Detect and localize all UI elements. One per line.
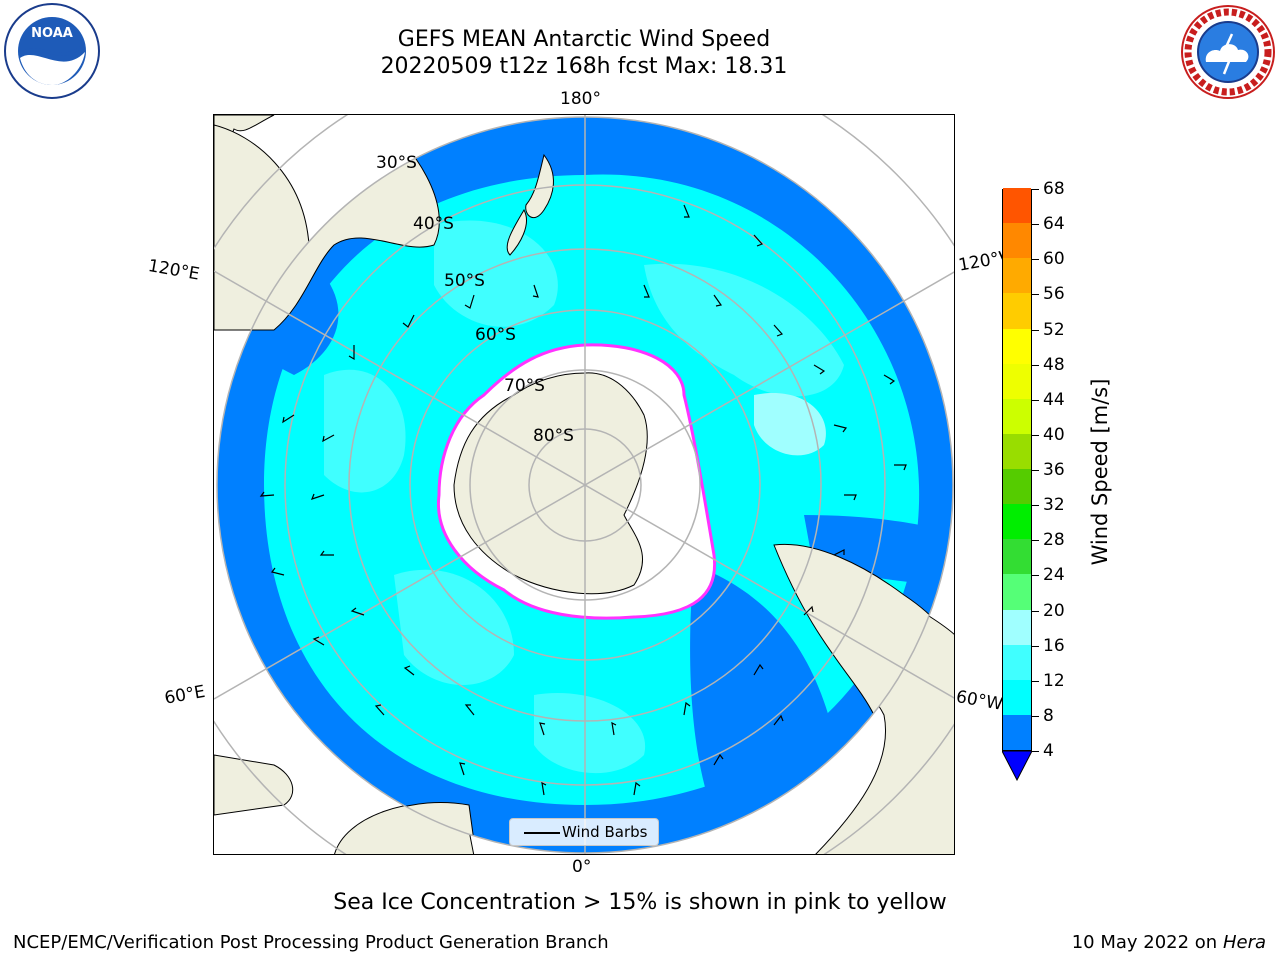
footer-note: Sea Ice Concentration > 15% is shown in … [333,890,947,915]
lat-label-70s: 70°S [504,376,545,396]
colorbar-tick-label: 40 [1043,424,1065,445]
colorbar-tick-label: 60 [1043,249,1065,270]
colorbar-tick-label: 24 [1043,565,1065,586]
colorbar-segment [1003,398,1031,434]
colorbar-segment [1003,609,1031,645]
colorbar-segment [1003,292,1031,329]
wind-barbs [259,204,907,796]
antarctic-map [214,115,954,854]
colorbar-tick-label: 8 [1043,705,1054,726]
colorbar-tick-label: 12 [1043,670,1065,691]
colorbar-tick-label: 16 [1043,635,1065,656]
colorbar-segment [1003,433,1031,469]
colorbar-tick [1031,329,1039,331]
lon-label-60w: 60°W [954,687,1005,715]
lon-label-120e: 120°E [146,256,201,285]
legend-swatch [524,832,560,834]
colorbar-segment [1003,538,1031,575]
colorbar-tick-label: 64 [1043,214,1065,235]
colorbar-segment [1003,363,1031,399]
colorbar-tick [1031,364,1039,366]
machine-name: Hera [1222,932,1266,953]
colorbar-tick-label: 28 [1043,530,1065,551]
colorbar-tick [1031,540,1039,542]
colorbar-tick [1031,224,1039,226]
colorbar-tick [1031,751,1039,752]
colorbar-tick [1031,505,1039,507]
noaa-logo-icon: NOAA [4,3,100,99]
colorbar-extend-arrow [1002,751,1032,781]
colorbar-tick [1031,399,1039,401]
colorbar-tick-label: 48 [1043,354,1065,375]
colorbar-tick-label: 52 [1043,319,1065,340]
lat-label-40s: 40°S [413,214,454,234]
lat-label-30s: 30°S [376,153,417,173]
colorbar-tick-label: 68 [1043,179,1065,199]
chart-title: GEFS MEAN Antarctic Wind Speed [397,27,771,52]
date-value: 10 May 2022 on [1071,932,1218,953]
date-text: 10 May 2022 on Hera [1072,932,1266,953]
colorbar-tick [1031,259,1039,261]
colorbar-tick-label: 56 [1043,284,1065,305]
colorbar-tick [1031,470,1039,471]
colorbar-segment [1003,573,1031,610]
colorbar-tick-label: 32 [1043,495,1065,516]
colorbar-tick [1031,434,1039,436]
chart-subtitle: 20220509 t12z 168h fcst Max: 18.31 [380,54,788,79]
colorbar-segment [1003,222,1031,259]
lon-label-60e: 60°E [163,681,207,709]
svg-text:NOAA: NOAA [31,26,73,41]
colorbar-tick-label: 4 [1043,741,1054,761]
credit-text: NCEP/EMC/Verification Post Processing Pr… [13,932,609,953]
nws-logo-icon [1181,5,1275,99]
map-frame: 30°S 40°S 50°S 60°S 70°S 80°S [213,114,955,855]
colorbar-segment [1003,679,1031,715]
colorbar-segment [1003,468,1031,505]
colorbar-tick [1031,680,1039,682]
lat-label-50s: 50°S [444,271,485,291]
colorbar-tick-label: 44 [1043,389,1065,410]
lon-label-0: 0° [572,857,592,877]
colorbar-tick [1031,575,1039,577]
colorbar-tick [1031,294,1039,296]
colorbar-segment [1003,644,1031,680]
colorbar [1002,187,1032,751]
colorbar-tick [1031,715,1039,717]
colorbar-tick-label: 36 [1043,460,1065,480]
graticule [214,115,954,854]
colorbar-segment [1003,328,1031,364]
colorbar-tick-label: 20 [1043,600,1065,621]
colorbar-segment [1003,257,1031,294]
colorbar-title: Wind Speed [m/s] [1088,378,1112,566]
colorbar-tick [1031,645,1039,647]
legend: Wind Barbs [509,818,659,846]
colorbar-tick [1031,189,1039,190]
lon-label-180: 180° [560,89,601,109]
colorbar-segment [1003,503,1031,540]
lat-label-80s: 80°S [533,426,574,446]
colorbar-segment [1003,714,1031,750]
colorbar-segment [1003,187,1031,224]
legend-label: Wind Barbs [562,823,648,841]
colorbar-tick [1031,610,1039,612]
lat-label-60s: 60°S [475,325,516,345]
